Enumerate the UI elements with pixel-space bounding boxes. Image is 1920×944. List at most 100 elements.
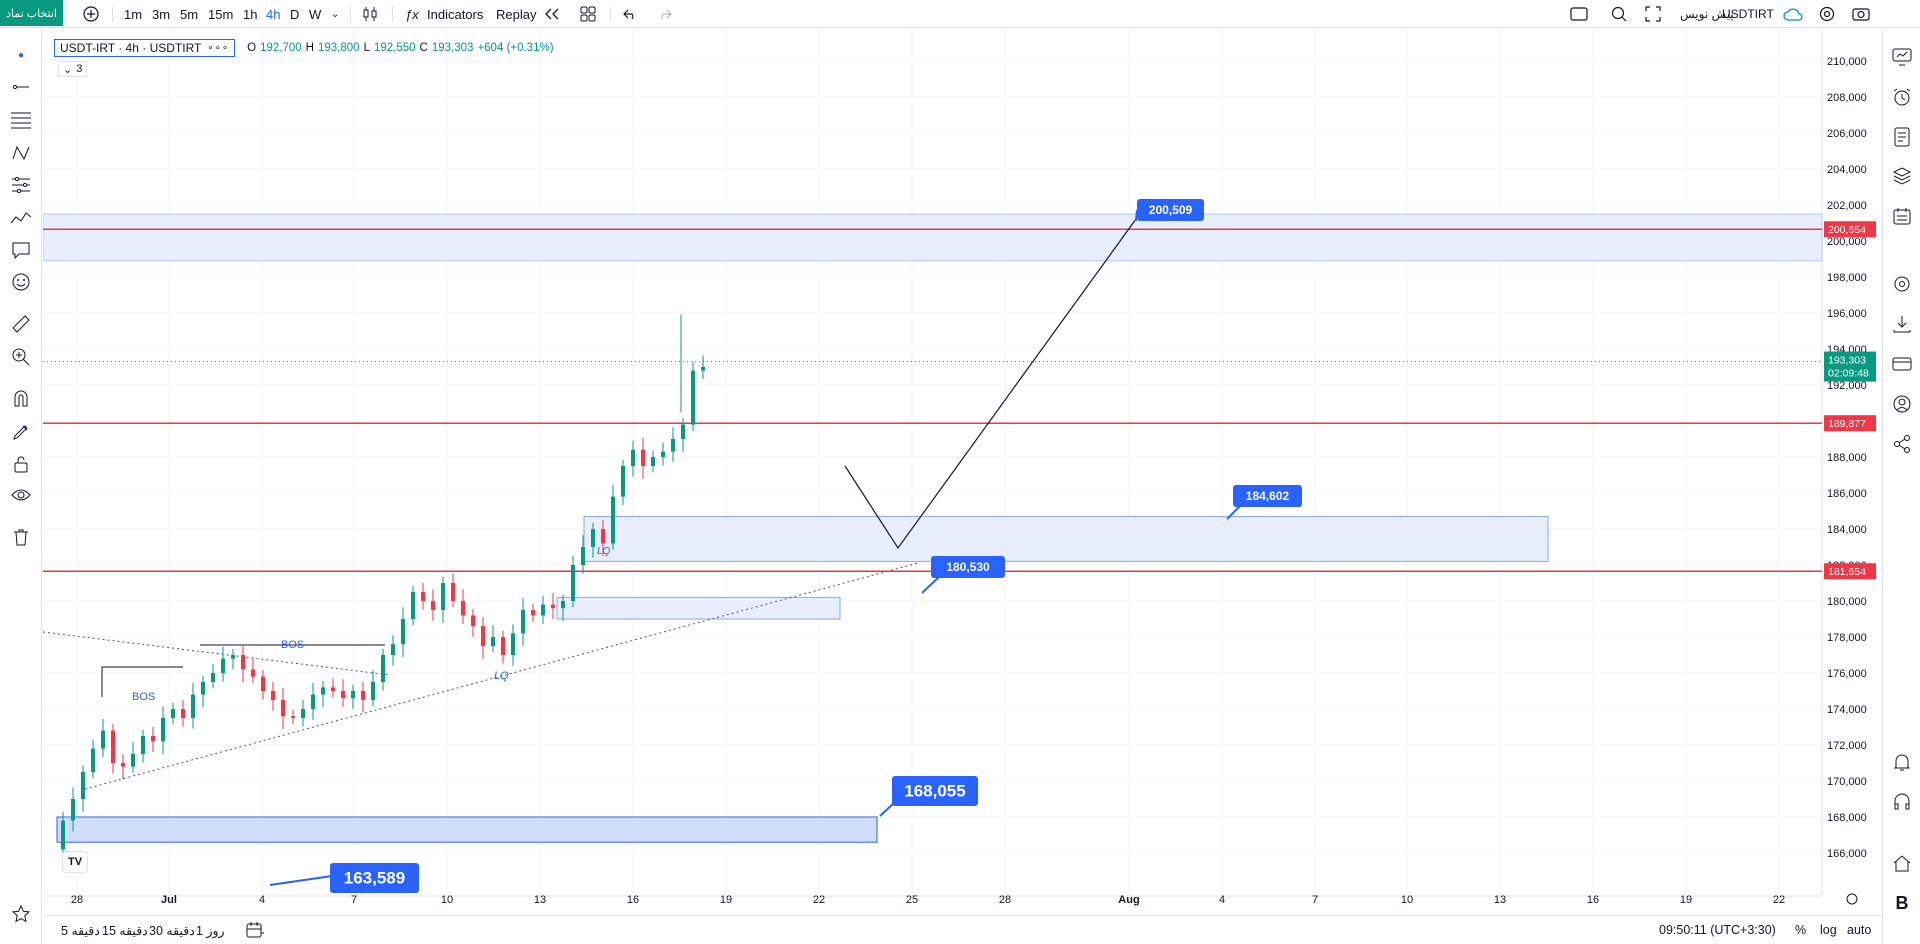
magnet-icon[interactable] (10, 387, 32, 409)
redo-icon[interactable] (657, 4, 673, 24)
callout-168055: 168,055 (904, 782, 965, 801)
settings-icon[interactable] (1891, 273, 1913, 295)
fullscreen-icon[interactable] (1645, 4, 1661, 24)
callout-163589-bg[interactable] (330, 863, 419, 893)
callout-200509-bg[interactable] (1137, 199, 1204, 221)
crosshair-icon[interactable]: ● (17, 49, 25, 61)
interval-3m[interactable]: 3m (152, 6, 171, 22)
callout-168055-bg[interactable] (892, 776, 978, 806)
indicators-collapse-toggle[interactable]: ⌄ 3 (58, 61, 88, 77)
interval-dropdown-icon[interactable]: ⌄ (331, 8, 340, 20)
candle-style-icon[interactable] (362, 4, 378, 24)
camera-icon[interactable] (1852, 4, 1870, 24)
goto-date-icon[interactable] (245, 921, 265, 942)
price-axis-label: 180,000 (1827, 596, 1867, 608)
fib-icon[interactable] (10, 109, 32, 131)
layouts-icon[interactable] (580, 4, 596, 24)
candle-body (151, 736, 155, 742)
download-icon[interactable] (1891, 313, 1913, 335)
candle-body (341, 691, 345, 699)
ruler-icon[interactable] (10, 313, 32, 335)
axis-settings-icon[interactable] (1846, 893, 1858, 905)
interval-15m[interactable]: 15m (208, 6, 234, 22)
indicators-icon[interactable]: ƒx (405, 6, 419, 22)
forecast-path[interactable] (844, 218, 1137, 550)
star-icon[interactable] (10, 903, 32, 925)
news-icon[interactable] (1891, 126, 1913, 148)
symbol-search-button[interactable]: انتخاب نماد (0, 0, 63, 26)
undo-icon[interactable] (622, 4, 638, 24)
supply-zone-top[interactable] (43, 213, 1823, 262)
trendline-icon[interactable] (10, 76, 32, 98)
candle-body (111, 730, 115, 763)
zone-180[interactable] (556, 596, 841, 620)
home-icon[interactable] (1891, 852, 1913, 874)
eye-icon[interactable] (10, 484, 32, 506)
callout-180530-bg[interactable] (931, 556, 1005, 578)
replay-icon[interactable] (543, 4, 561, 24)
calendar-icon[interactable] (1891, 205, 1913, 227)
range-30-minutes[interactable]: 30 دقیقه (149, 924, 195, 938)
text-icon[interactable] (10, 239, 32, 261)
lock-draw-icon[interactable] (10, 421, 32, 443)
price-axis-label: 166,000 (1827, 848, 1867, 860)
log-toggle[interactable]: log (1820, 923, 1837, 937)
candle-body (401, 619, 405, 645)
interval-d[interactable]: D (290, 6, 300, 22)
time-axis-label: 7 (351, 894, 357, 906)
quick-search-icon[interactable] (1610, 4, 1628, 24)
brand-icon[interactable]: B (1895, 892, 1909, 913)
wallet-icon[interactable] (1891, 353, 1913, 375)
countdown-tag: 02:09:48 (1828, 368, 1869, 380)
clock-timezone[interactable]: 09:50:11 (UTC+3:30) (1659, 923, 1776, 937)
emoji-icon[interactable] (10, 271, 32, 293)
candle-body (601, 529, 605, 544)
bos-line-1[interactable] (101, 666, 183, 697)
interval-w[interactable]: W (309, 6, 322, 22)
candle-body (191, 694, 195, 718)
zone-184602[interactable] (583, 515, 1549, 562)
trash-icon[interactable] (10, 526, 32, 548)
interval-1m[interactable]: 1m (124, 6, 143, 22)
ohlc-high: 193,800 (317, 42, 360, 54)
trendline-support[interactable] (84, 562, 919, 790)
watchlist-icon[interactable] (1891, 46, 1913, 68)
trendline-resistance[interactable] (43, 631, 391, 676)
pattern-icon[interactable] (10, 142, 32, 164)
projection-icon[interactable] (10, 174, 32, 196)
share-icon[interactable] (1891, 433, 1913, 455)
range-15-minutes[interactable]: 15 دقیقه (102, 924, 148, 938)
price-tag: 200,654 (1828, 224, 1866, 236)
user-icon[interactable] (1891, 393, 1913, 415)
replay-button[interactable]: Replay (496, 6, 537, 22)
add-symbol-icon[interactable] (82, 4, 100, 24)
headset-icon[interactable] (1891, 791, 1913, 813)
settings-gear-icon[interactable] (1818, 4, 1836, 24)
ohlc-change: +604 (+0.31%) (477, 42, 554, 54)
more-icon[interactable]: ∘∘∘ (207, 42, 230, 54)
cloud-save-icon[interactable] (1782, 4, 1804, 24)
tradingview-logo-icon: TV (62, 851, 88, 873)
alert-clock-icon[interactable] (1891, 86, 1913, 108)
indicators-button[interactable]: Indicators (427, 6, 484, 22)
range-5-minutes[interactable]: 5 دقیقه (61, 924, 100, 938)
brush-icon[interactable] (10, 207, 32, 229)
interval-1h[interactable]: 1h (243, 6, 258, 22)
symbol-legend-box[interactable]: USDT-IRT · 4h · USDTIRT ∘∘∘ (54, 39, 236, 57)
layers-icon[interactable] (1891, 165, 1913, 187)
range-1-day[interactable]: 1 روز (196, 924, 225, 938)
lock-icon[interactable] (10, 453, 32, 475)
bell-icon[interactable] (1891, 751, 1913, 773)
candle-body (61, 820, 65, 850)
percent-toggle[interactable]: % (1795, 923, 1807, 937)
zone-168055[interactable] (56, 816, 878, 843)
interval-4h[interactable]: 4h (266, 6, 281, 22)
callout-184602-bg[interactable] (1233, 485, 1302, 507)
interval-5m[interactable]: 5m (180, 6, 199, 22)
layout-icon[interactable] (1570, 4, 1588, 24)
price-axis-label: 202,000 (1827, 200, 1867, 212)
price-axis-label: 210,000 (1827, 56, 1867, 68)
auto-toggle[interactable]: auto (1847, 923, 1872, 937)
zoom-icon[interactable] (10, 346, 32, 368)
price-chart[interactable]: BOS BOS LQ LQ 200,509 184,602 180,530 168,055 16… (43, 29, 1882, 915)
